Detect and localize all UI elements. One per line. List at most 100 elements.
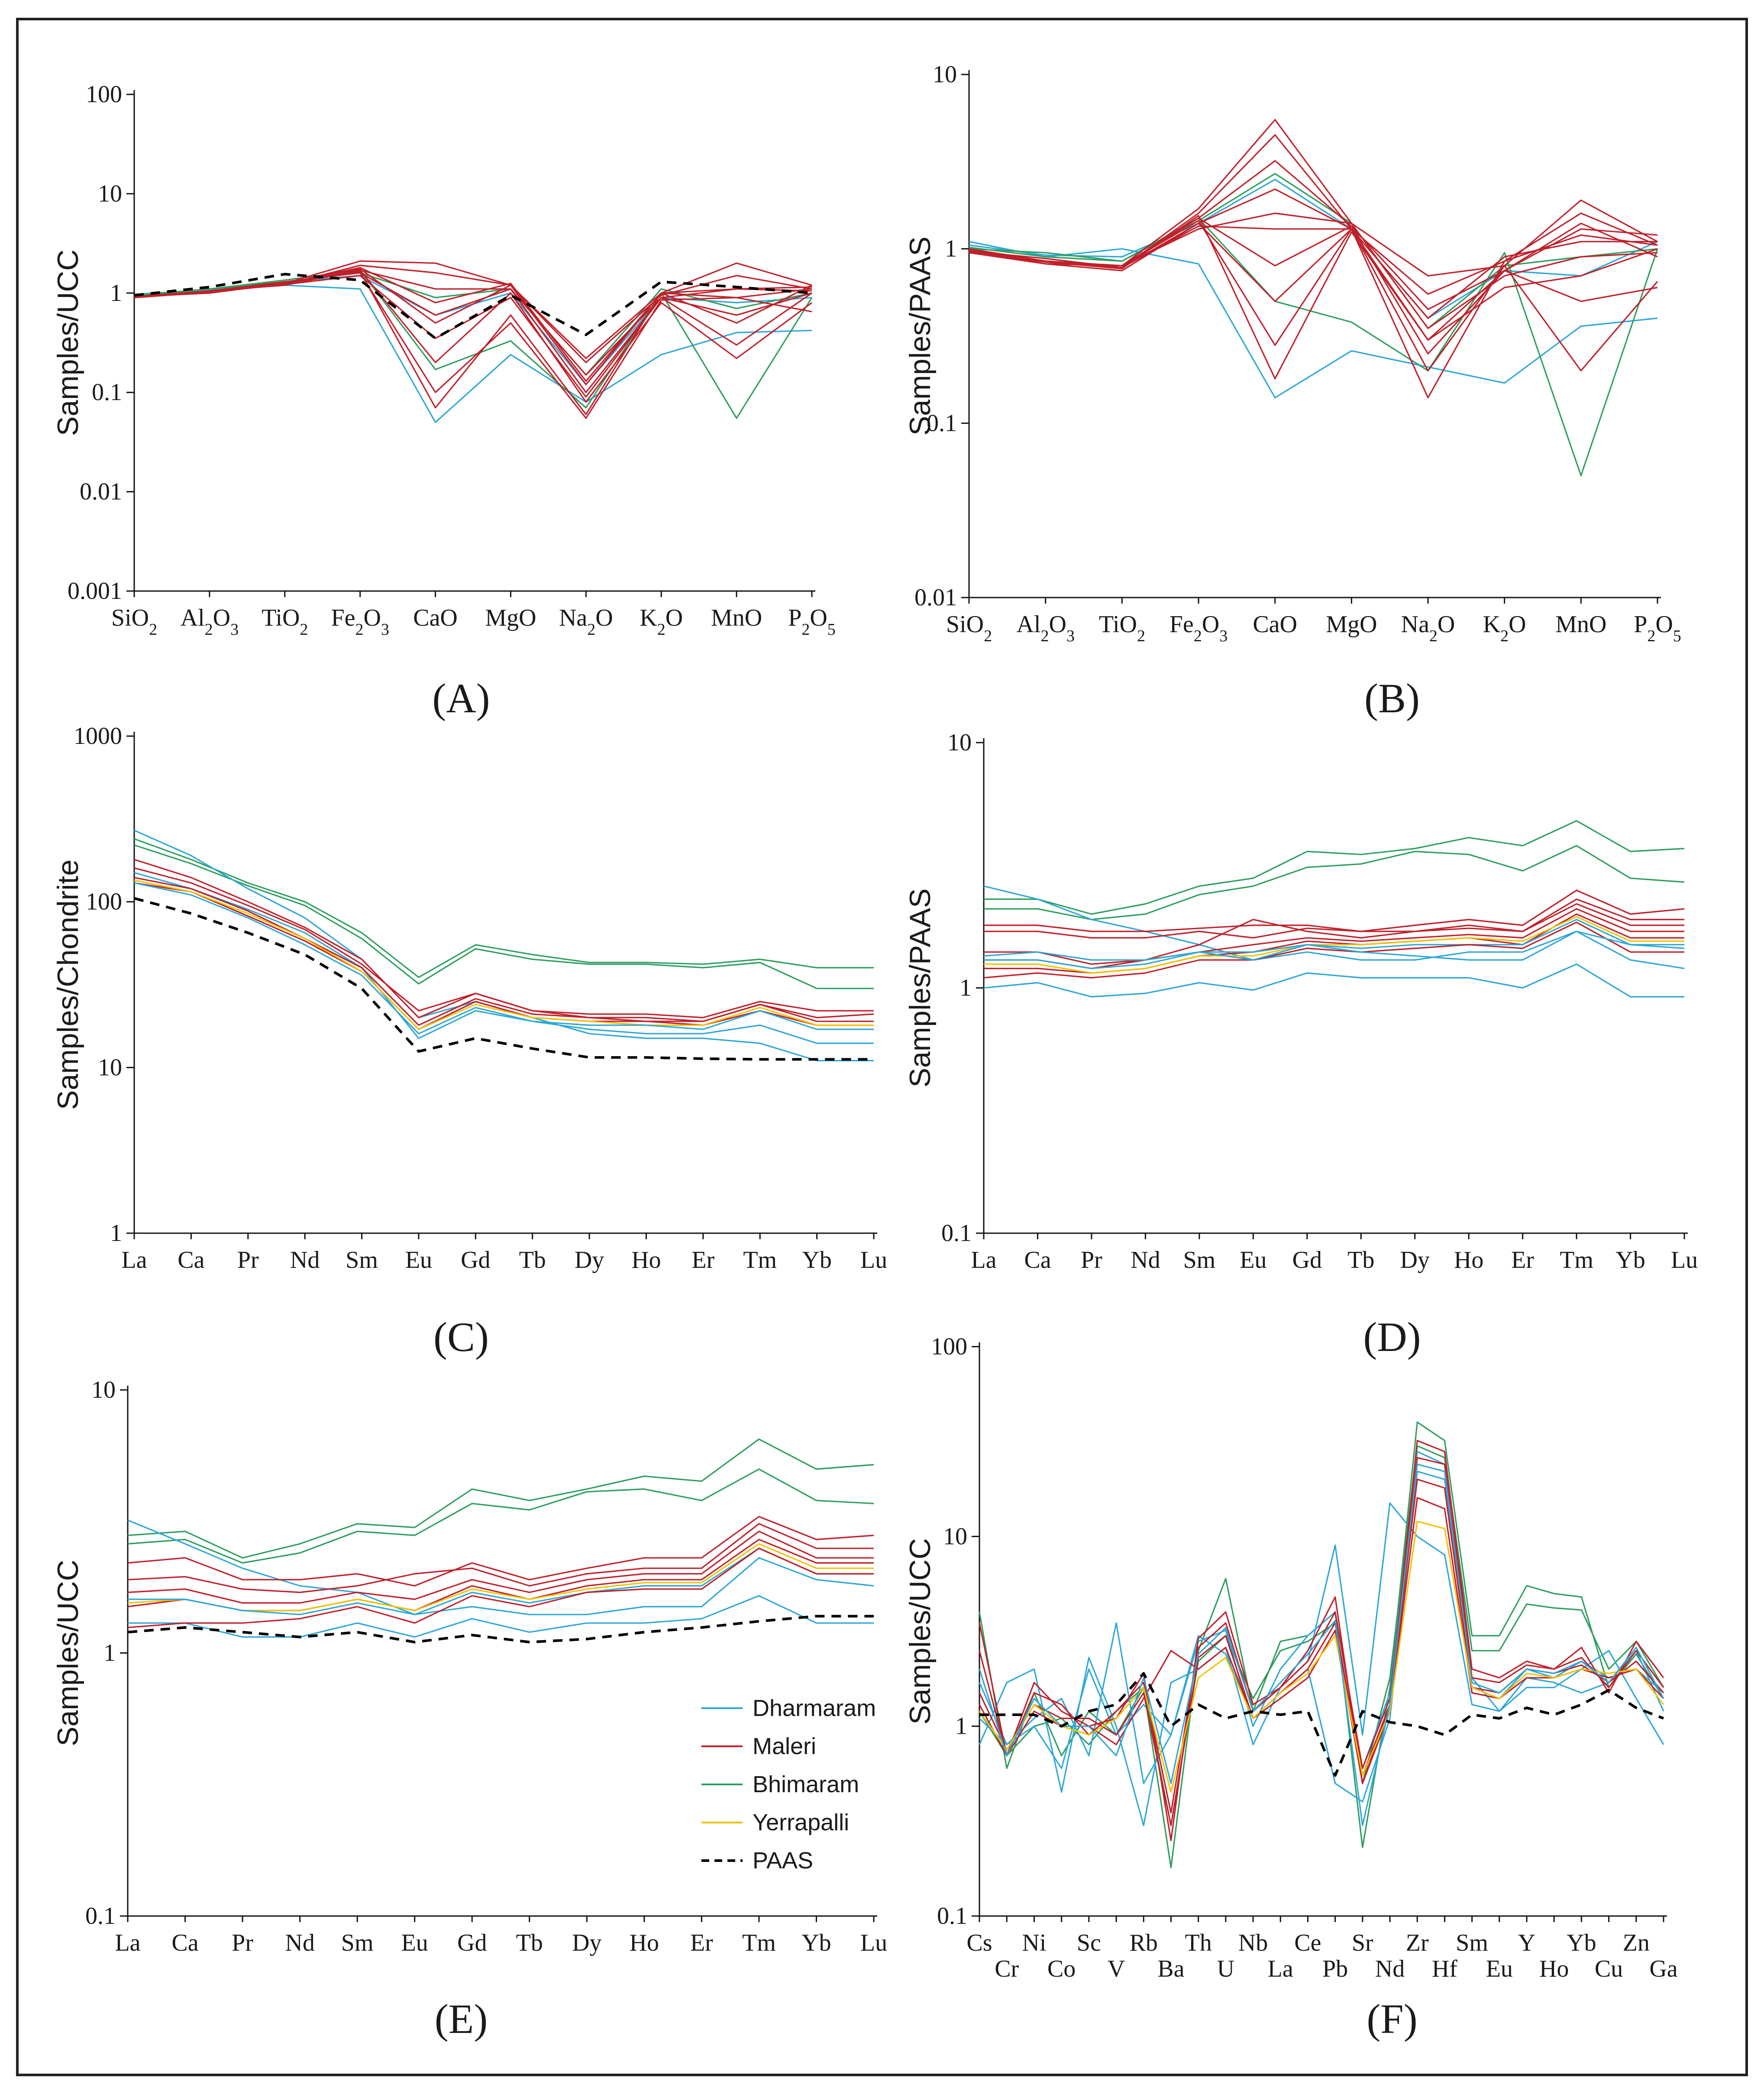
x-tick-label: Yb — [801, 1929, 831, 1956]
x-tick-label: La — [115, 1929, 140, 1956]
legend-label-paas: PAAS — [753, 1848, 813, 1874]
x-tick-label: MnO — [1555, 611, 1606, 638]
series-line-maleri — [979, 1457, 1664, 1814]
series-line-maleri — [969, 223, 1658, 372]
y-tick-label: 0.01 — [914, 584, 957, 611]
panel-label: (B) — [1364, 675, 1420, 721]
panel-label: (F) — [1367, 1996, 1417, 2042]
panel-label: (D) — [1363, 1314, 1421, 1360]
y-tick-label: 0.001 — [68, 578, 122, 604]
series-line-yerrapalli — [979, 1521, 1664, 1793]
x-tick-label: MgO — [1326, 611, 1377, 638]
series-line-bhimaram — [134, 838, 874, 978]
x-tick-label: Lu — [860, 1929, 887, 1956]
y-tick-label: 1 — [960, 975, 972, 1002]
series-line-maleri — [134, 271, 812, 415]
x-tick-label: Ba — [1157, 1955, 1184, 1982]
x-tick-label: MgO — [485, 604, 536, 631]
series-line-maleri — [969, 220, 1658, 399]
series-line-dharmaram — [983, 931, 1685, 961]
x-tick-label: Nb — [1238, 1929, 1268, 1956]
x-tick-label: MnO — [711, 604, 762, 631]
legend-label-dharmaram: Dharmaram — [753, 1695, 876, 1721]
series-line-maleri — [134, 877, 874, 1026]
x-tick-label: Hf — [1432, 1955, 1457, 1982]
x-tick-label: Ca — [178, 1247, 204, 1273]
x-tick-label: Er — [690, 1929, 713, 1956]
y-tick-label: 10 — [943, 1523, 967, 1550]
series-line-dharmaram — [969, 178, 1658, 319]
y-tick-label: 1000 — [74, 723, 122, 750]
y-tick-label: 100 — [931, 1333, 967, 1360]
legend-label-yerrapalli: Yerrapalli — [753, 1810, 849, 1835]
x-tick-label: Ga — [1649, 1955, 1677, 1982]
x-tick-label: P2O5 — [1634, 611, 1681, 645]
x-tick-label: La — [1268, 1955, 1293, 1982]
x-tick-label: Gd — [457, 1929, 487, 1956]
y-tick-label: 10 — [98, 1054, 122, 1081]
series-line-maleri — [979, 1478, 1664, 1826]
x-tick-label: La — [971, 1247, 996, 1273]
x-tick-label: Tm — [742, 1929, 776, 1956]
chart-panel-A: 100 10 1 0.1 0.01 0.001 Samples/UCC SiO2 Al2O3 Ti… — [52, 81, 836, 721]
x-tick-label: Ho — [631, 1247, 661, 1273]
x-tick-label: Er — [691, 1247, 714, 1273]
y-tick-label: 1 — [110, 1220, 122, 1247]
y-axis-title: Samples/PAAS — [904, 236, 937, 436]
series-line-yerrapalli — [984, 916, 1684, 974]
chart-panel-D: 10 1 0.1 Samples/PAAS La Ca Pr Nd Sm Eu Gd Tb Dy Ho Er… — [904, 729, 1698, 1360]
series-line-maleri — [134, 265, 812, 363]
series-line-maleri — [984, 889, 1685, 932]
y-tick-label: 1 — [103, 1640, 116, 1667]
series-line-dharmaram — [134, 284, 812, 423]
x-tick-label: Fe2O3 — [1170, 611, 1228, 645]
legend-label-bhimaram: Bhimaram — [753, 1771, 859, 1797]
series-line-maleri — [127, 1531, 874, 1604]
series-line-dharmaram — [134, 872, 874, 1044]
x-tick-label: Sm — [1183, 1247, 1215, 1273]
y-tick-label: 0.1 — [85, 1903, 116, 1929]
x-tick-label: Cr — [995, 1955, 1019, 1982]
y-tick-label: 0.1 — [941, 1220, 972, 1247]
x-tick-label: Eu — [401, 1929, 428, 1956]
x-tick-label: Rb — [1130, 1929, 1158, 1956]
series-line-dharmaram — [979, 1464, 1664, 1826]
chart-panel-E: 10 1 0.1 Samples/UCC La Ca Pr Nd Sm Eu Gd Tb Dy Ho Er T… — [52, 1377, 887, 2042]
series-line-maleri — [983, 921, 1684, 979]
series-line-dharmaram — [979, 1470, 1664, 1803]
series-line-maleri — [979, 1440, 1664, 1842]
y-tick-label: 10 — [933, 61, 957, 88]
x-tick-label: Dy — [572, 1929, 601, 1956]
x-tick-label: Cu — [1595, 1955, 1623, 1982]
x-tick-label: Eu — [405, 1247, 432, 1273]
chart-panel-C: 1000 100 10 1 Samples/Chondrite La Ca Pr Nd Sm Eu G… — [52, 723, 887, 1360]
x-tick-label: V — [1108, 1955, 1125, 1982]
chart-panel-B: 10 1 0.1 0.01 Samples/PAAS SiO2 Al2O3 TiO2 Fe2O3… — [904, 61, 1681, 721]
x-tick-label: Tm — [1560, 1247, 1593, 1273]
series-line-maleri — [134, 267, 812, 382]
x-tick-label: Tm — [743, 1247, 777, 1273]
series-line-yerrapalli — [134, 879, 874, 1030]
x-tick-label: TiO2 — [1099, 611, 1145, 645]
series-line-paas — [979, 1672, 1664, 1777]
series-line-bhimaram — [127, 1468, 874, 1564]
x-tick-label: Y — [1518, 1929, 1535, 1956]
series-line-bhimaram — [984, 820, 1685, 915]
series-line-dharmaram — [984, 919, 1684, 969]
series-line-dharmaram — [983, 885, 1685, 969]
x-tick-label: Eu — [1486, 1955, 1513, 1982]
series-line-maleri — [134, 260, 812, 359]
y-tick-label: 100 — [86, 889, 122, 915]
x-tick-label: Ca — [171, 1929, 198, 1956]
x-tick-label: Ni — [1022, 1929, 1046, 1956]
series-line-dharmaram — [969, 241, 1658, 399]
x-tick-label: Sr — [1352, 1929, 1373, 1956]
x-tick-label: Co — [1047, 1955, 1076, 1982]
x-tick-label: Er — [1511, 1247, 1534, 1273]
series-line-bhimaram — [984, 845, 1685, 921]
series-line-maleri — [969, 215, 1658, 380]
series-line-dharmaram — [127, 1519, 874, 1616]
series-line-dharmaram — [979, 1451, 1664, 1769]
x-tick-label: Yb — [1615, 1247, 1645, 1273]
x-tick-label: Pb — [1322, 1955, 1348, 1982]
